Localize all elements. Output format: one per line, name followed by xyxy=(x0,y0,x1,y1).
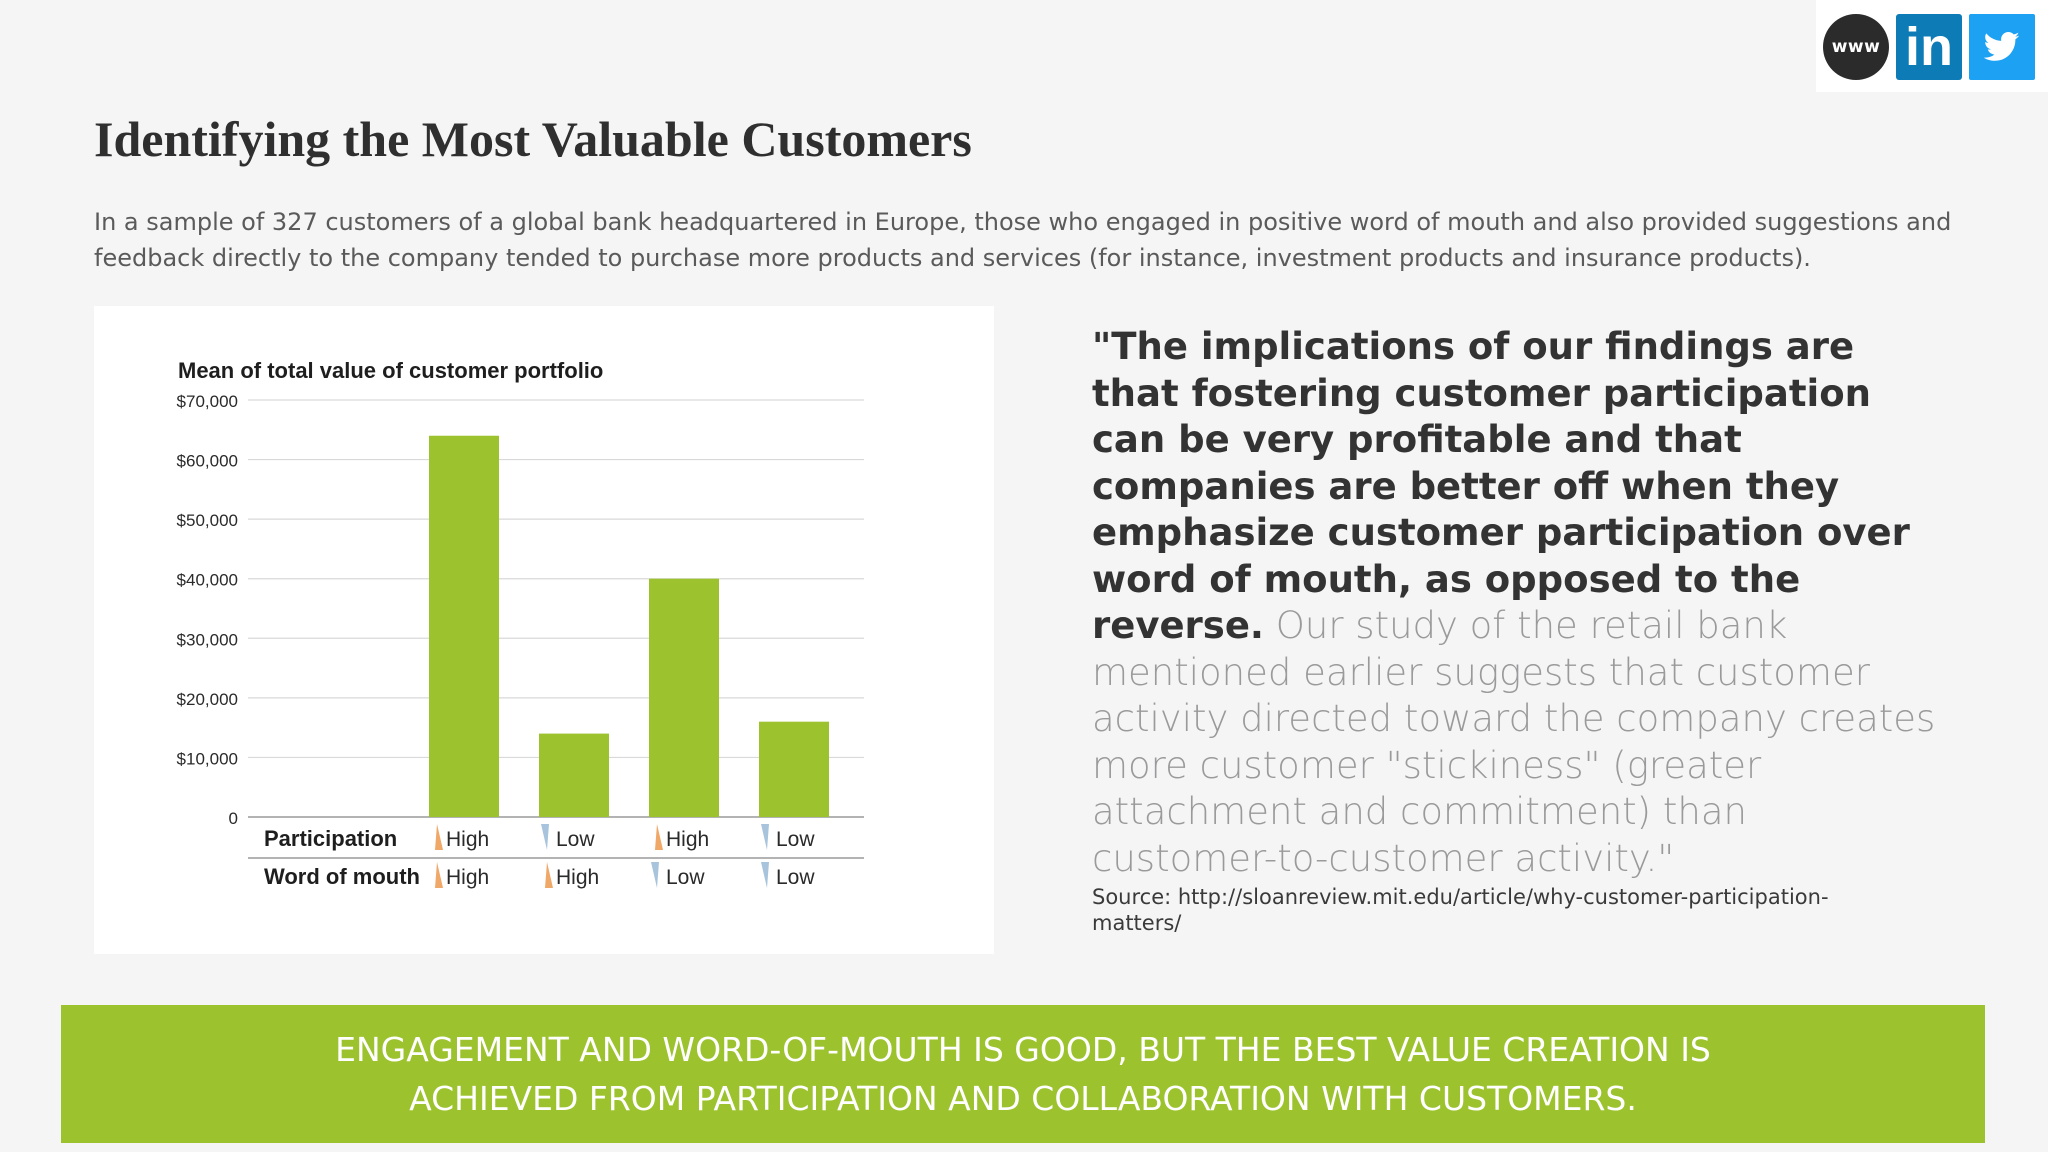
bar xyxy=(429,435,499,817)
twitter-bird-icon xyxy=(1984,32,2020,61)
page-title: Identifying the Most Valuable Customers xyxy=(94,111,972,167)
y-tick-label: $60,000 xyxy=(177,452,238,471)
word-of-mouth-label: Low xyxy=(776,866,815,889)
chart-title: Mean of total value of customer portfoli… xyxy=(178,358,603,383)
word-of-mouth-label: High xyxy=(446,866,489,889)
word-of-mouth-label: High xyxy=(556,866,599,889)
quote-bold: "The implications of our findings are th… xyxy=(1092,325,1910,647)
social-links: www in xyxy=(1816,0,2048,92)
twitter-icon[interactable] xyxy=(1969,14,2035,80)
participation-label: Low xyxy=(776,828,815,851)
bar xyxy=(539,733,609,817)
y-tick-label: 0 xyxy=(229,809,238,828)
arrow-down-icon xyxy=(541,824,549,850)
source-citation: Source: http://sloanreview.mit.edu/artic… xyxy=(1092,885,1829,935)
y-tick-label: $10,000 xyxy=(177,749,238,768)
intro-paragraph: In a sample of 327 customers of a global… xyxy=(94,208,1952,272)
y-tick-label: $30,000 xyxy=(177,630,238,649)
arrow-down-icon xyxy=(651,862,659,888)
arrow-up-icon xyxy=(655,824,663,850)
bar xyxy=(759,721,829,817)
y-tick-label: $20,000 xyxy=(177,690,238,709)
quote-light: Our study of the retail bank mentioned e… xyxy=(1092,604,1936,880)
arrow-up-icon xyxy=(545,862,553,888)
participation-label: Low xyxy=(556,828,595,851)
linkedin-icon[interactable]: in xyxy=(1896,14,1962,80)
arrow-up-icon xyxy=(435,824,443,850)
chart-card: Mean of total value of customer portfoli… xyxy=(94,306,994,954)
bar-chart: Mean of total value of customer portfoli… xyxy=(177,358,864,889)
y-tick-label: $40,000 xyxy=(177,571,238,590)
banner-text: ENGAGEMENT AND WORD-OF-MOUTH IS GOOD, BU… xyxy=(335,1030,1711,1118)
conclusion-banner: ENGAGEMENT AND WORD-OF-MOUTH IS GOOD, BU… xyxy=(61,1005,1985,1143)
row-label: Participation xyxy=(264,826,397,851)
y-tick-label: $70,000 xyxy=(177,392,238,411)
arrow-down-icon xyxy=(761,824,769,850)
participation-label: High xyxy=(666,828,709,851)
arrow-up-icon xyxy=(435,862,443,888)
participation-label: High xyxy=(446,828,489,851)
row-label: Word of mouth xyxy=(264,864,420,889)
arrow-down-icon xyxy=(761,862,769,888)
word-of-mouth-label: Low xyxy=(666,866,705,889)
bar xyxy=(649,578,719,817)
website-icon[interactable]: www xyxy=(1823,14,1889,80)
y-tick-label: $50,000 xyxy=(177,511,238,530)
quote-text: "The implications of our findings are th… xyxy=(1092,324,1942,882)
